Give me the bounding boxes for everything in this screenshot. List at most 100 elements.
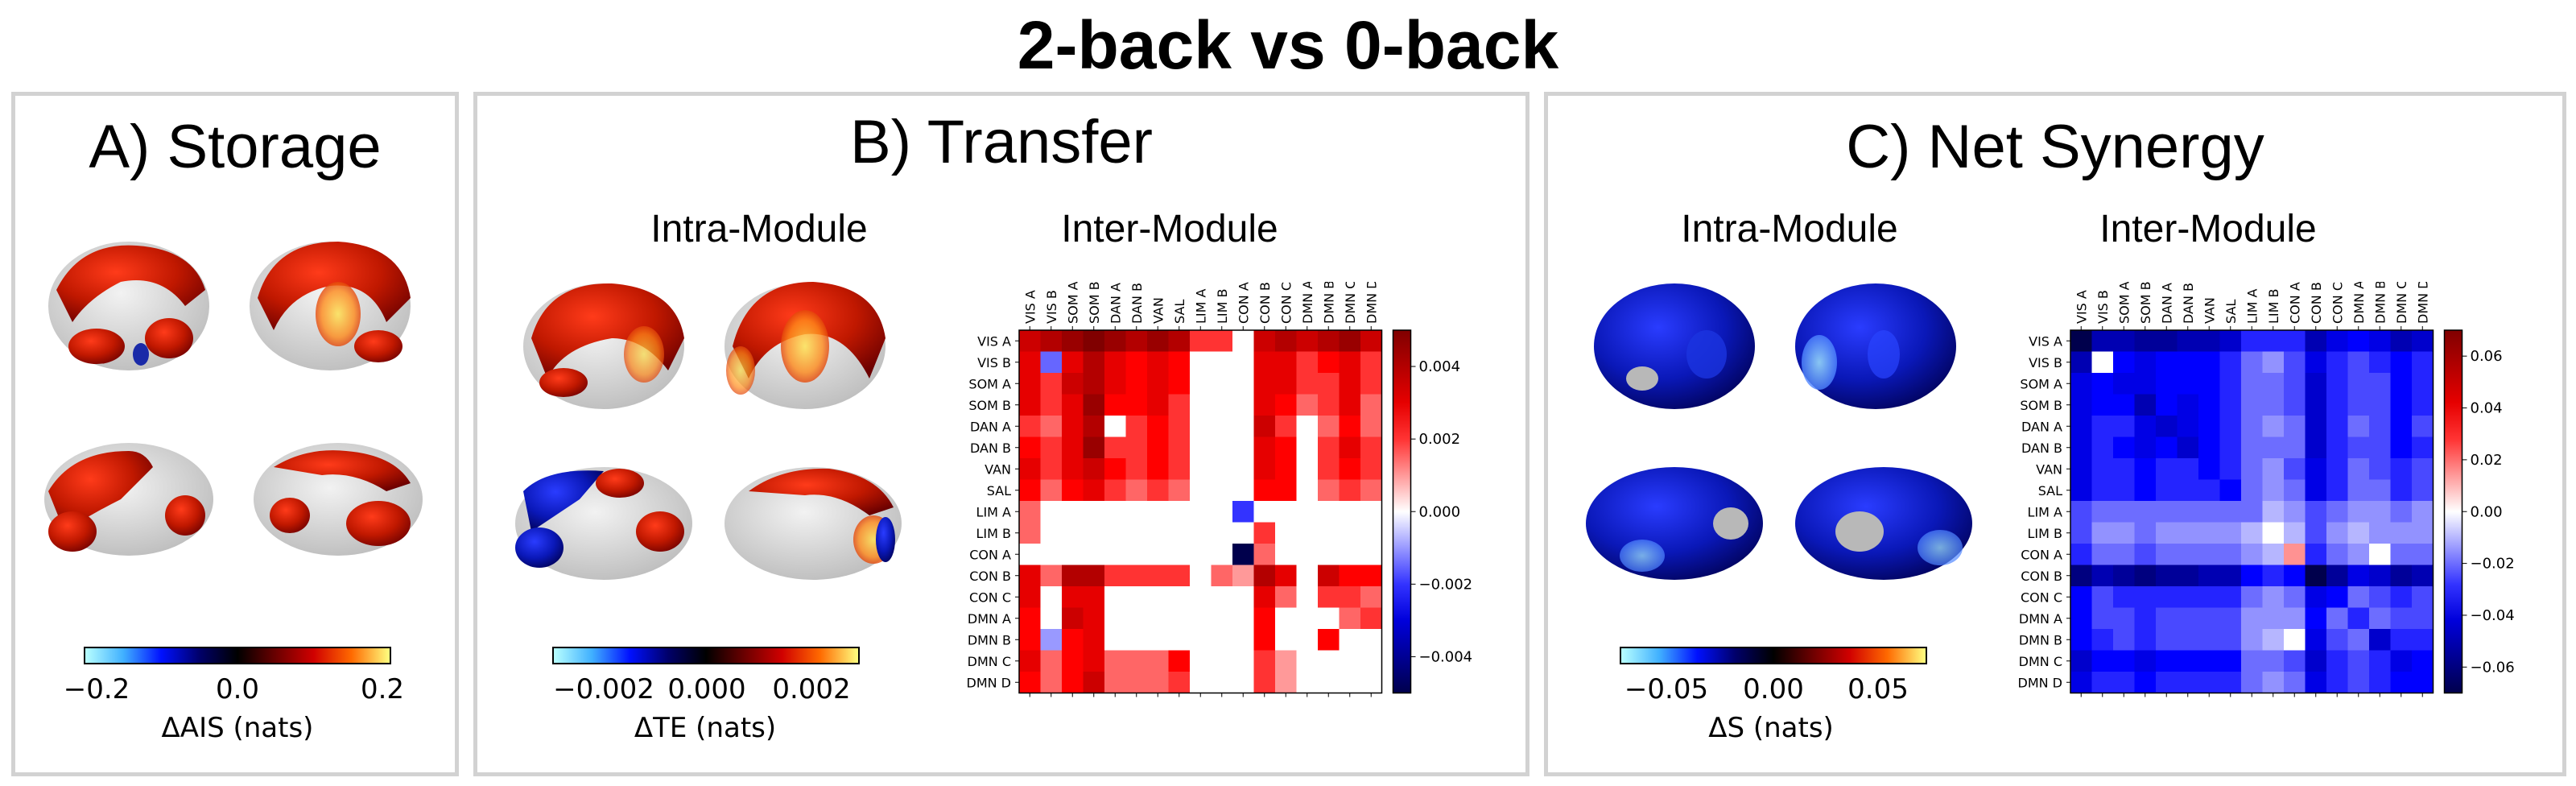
transfer-heatmap-cell: [1147, 479, 1169, 502]
synergy-heatmap-cell: [2390, 544, 2413, 565]
synergy-heatmap-cell: [2091, 650, 2114, 672]
synergy-heatmap-cell: [2091, 373, 2114, 395]
synergy-heatmap-cell: [2347, 607, 2370, 630]
synergy-heatmap-cell: [2219, 458, 2242, 480]
transfer-heatmap-cell: [1040, 544, 1063, 565]
transfer-heatmap-cell: [1083, 394, 1105, 416]
transfer-heatmap-cell: [1104, 501, 1126, 523]
transfer-heatmap-cell: [1190, 479, 1212, 502]
synergy-heatmap-cell: [2262, 586, 2285, 608]
transfer-heatmap-cell: [1296, 672, 1319, 693]
transfer-heatmap-cell: [1190, 458, 1212, 480]
synergy-heatmap-cell: [2262, 522, 2285, 544]
synergy-heatmap-cell: [2219, 479, 2242, 502]
synergy-heatmap-cell: [2262, 479, 2285, 502]
transfer-heatmap-cell: [1190, 373, 1212, 395]
synergy-heatmap-cell: [2369, 479, 2391, 502]
transfer-heatmap-cell: [1318, 479, 1340, 502]
synergy-heatmap-cell: [2091, 351, 2114, 374]
synergy-heatmap-cell: [2241, 607, 2263, 630]
transfer-heatmap-cell: [1104, 586, 1126, 608]
synergy-heatmap-cell: [2262, 629, 2285, 651]
transfer-heatmap-cell: [1232, 330, 1254, 352]
transfer-heatmap-cell: [1232, 501, 1254, 523]
transfer-heatmap-cell: [1296, 586, 1319, 608]
transfer-heatmap-cell: [1125, 351, 1148, 374]
synergy-heatmap-cell: [2262, 416, 2285, 437]
synergy-heatmap-cell: [2369, 629, 2391, 651]
synergy-heatmap-cell: [2070, 479, 2092, 502]
transfer-colorbar-label: ΔTE (nats): [634, 712, 777, 744]
synergy-heatmap-cell: [2412, 522, 2434, 544]
transfer-heatmap-cell: [1232, 458, 1254, 480]
transfer-heatmap-cell: [1104, 544, 1126, 565]
transfer-heatmap-cell: [1296, 501, 1319, 523]
synergy-heatmap-row-label: DAN B: [2021, 441, 2062, 456]
transfer-heatmap-row-label: CON B: [969, 569, 1011, 584]
synergy-heatmap-cell: [2113, 458, 2135, 480]
synergy-heatmap-cell: [2198, 436, 2220, 459]
synergy-heatmap-cell: [2198, 522, 2220, 544]
transfer-heatmap-cell: [1296, 394, 1319, 416]
transfer-heatmap-cell: [1125, 436, 1148, 459]
synergy-heatmap-cell: [2219, 330, 2242, 352]
transfer-heatmap-cell: [1125, 586, 1148, 608]
transfer-heatmap-cell: [1168, 522, 1191, 544]
synergy-heatmap-row-label: LIM A: [2028, 504, 2063, 519]
transfer-heatmap-cell: [1232, 394, 1254, 416]
transfer-heatmap-cell: [1125, 330, 1148, 352]
transfer-colorbar: [552, 647, 860, 664]
transfer-heatmap-cell: [1104, 330, 1126, 352]
synergy-heatmap-cell: [2305, 458, 2327, 480]
transfer-heatmap-cell: [1211, 565, 1233, 587]
transfer-heatmap-cell: [1168, 416, 1191, 437]
transfer-heatmap-cell: [1275, 672, 1297, 693]
transfer-heatmap-cell: [1062, 607, 1084, 630]
synergy-heatmap-row-label: DMN A: [2019, 611, 2062, 627]
transfer-heatmap-cell: [1062, 586, 1084, 608]
transfer-heatmap-cell: [1147, 607, 1169, 630]
transfer-heatmap-cell: [1360, 351, 1382, 374]
synergy-heatmap-cell: [2326, 565, 2348, 587]
transfer-heatmap-cell: [1083, 522, 1105, 544]
transfer-heatmap-cell: [1125, 394, 1148, 416]
transfer-heatmap-cell: [1318, 458, 1340, 480]
synergy-heatmap-cell: [2134, 394, 2157, 416]
transfer-heatmap-cell: [1125, 373, 1148, 395]
transfer-heatmap-cell: [1339, 479, 1361, 502]
synergy-heatmap-cell: [2369, 436, 2391, 459]
transfer-heatmap-cell: [1360, 436, 1382, 459]
synergy-heatmap-cell: [2219, 501, 2242, 523]
synergy-heatmap-cell: [2241, 501, 2263, 523]
transfer-heatmap-cell: [1147, 330, 1169, 352]
transfer-heatmap-cell: [1318, 544, 1340, 565]
transfer-heatmap-cell: [1275, 501, 1297, 523]
transfer-heatmap-cell: [1275, 373, 1297, 395]
transfer-heatmap-col-label: SAL: [1172, 300, 1187, 324]
synergy-colorbar-tick: −0.05: [1624, 673, 1709, 705]
transfer-heatmap-row-label: CON C: [969, 590, 1011, 605]
transfer-heatmap-cell: [1019, 629, 1041, 651]
synergy-heatmap-cell: [2177, 672, 2199, 693]
synergy-heatmap-cell: [2134, 351, 2157, 374]
synergy-heatmap-colorbar-tick-label: −0.04: [2471, 607, 2515, 624]
transfer-heatmap-cell: [1083, 436, 1105, 459]
synergy-heatmap-cell: [2305, 607, 2327, 630]
transfer-heatmap-cell: [1168, 479, 1191, 502]
transfer-heatmap-cell: [1104, 458, 1126, 480]
synergy-heatmap-cell: [2262, 565, 2285, 587]
synergy-heatmap-cell: [2198, 565, 2220, 587]
transfer-heatmap-cell: [1190, 672, 1212, 693]
transfer-heatmap-cell: [1296, 436, 1319, 459]
synergy-heatmap-cell: [2412, 394, 2434, 416]
synergy-heatmap-cell: [2156, 416, 2178, 437]
synergy-heatmap-cell: [2113, 330, 2135, 352]
transfer-heatmap-cell: [1296, 650, 1319, 672]
synergy-heatmap-cell: [2305, 373, 2327, 395]
synergy-heatmap-col-label: LIM B: [2266, 289, 2281, 325]
transfer-heatmap-col-label: DMN C: [1343, 282, 1358, 324]
transfer-heatmap-col-label: SOM B: [1087, 282, 1102, 324]
storage-colorbar-tick: 0.2: [360, 673, 405, 705]
synergy-heatmap-cell: [2070, 458, 2092, 480]
transfer-heatmap-cell: [1253, 522, 1276, 544]
